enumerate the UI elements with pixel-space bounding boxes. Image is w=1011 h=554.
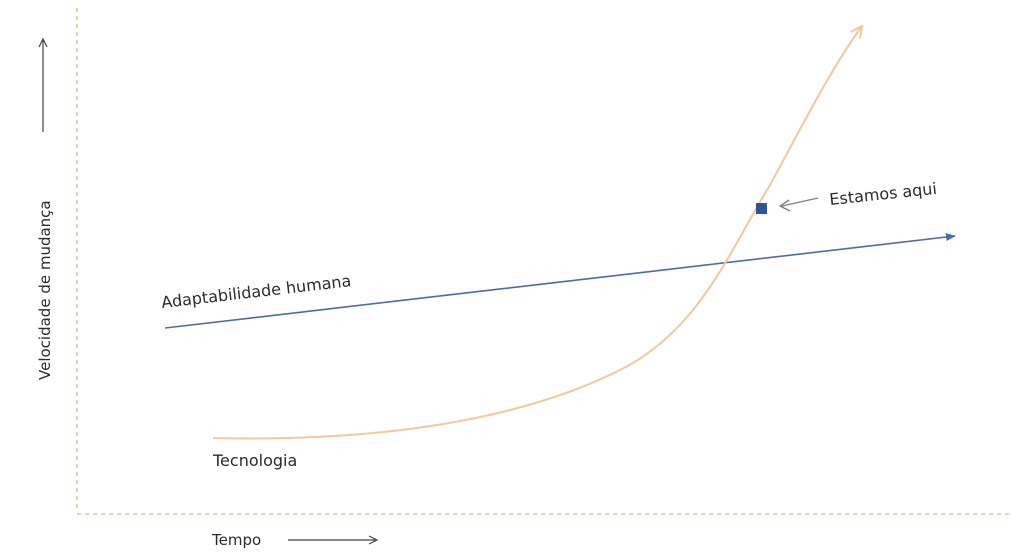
human-adaptability-label: Adaptabilidade humana [160,271,352,312]
x-axis-arrowhead [368,535,379,545]
technology-label: Tecnologia [212,451,297,470]
marker-pointer-arrow [781,197,819,207]
human-adaptability-line [164,233,956,329]
marker-pointer-arrowhead [778,199,791,212]
x-axis-label: Tempo [211,531,261,549]
y-axis-label: Velocidade de mudança [36,200,54,380]
technology-curve [212,26,862,440]
current-position-marker [756,203,767,214]
we-are-here-label: Estamos aqui [828,179,937,209]
y-axis-arrowhead [38,37,48,48]
